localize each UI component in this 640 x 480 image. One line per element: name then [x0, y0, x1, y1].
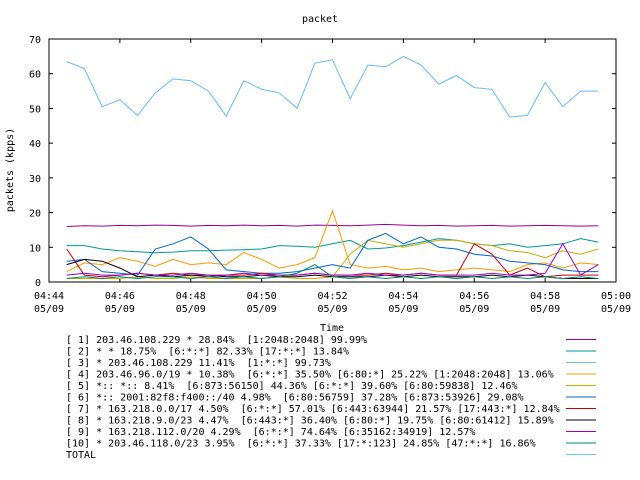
- legend-entry-label: [ 5] *:: *:: 8.41% [6:873:56150] 44.36% …: [66, 381, 518, 392]
- y-tick-label: 70: [29, 35, 41, 46]
- series-line: [66, 209, 599, 273]
- series-line: [66, 232, 599, 276]
- series-line: [66, 55, 599, 118]
- legend-entry-label: TOTAL: [66, 450, 96, 461]
- x-tick-label-date: 05/09: [176, 304, 206, 315]
- x-tick-label-date: 05/09: [317, 304, 347, 315]
- legend-entry-label: [ 3] * 203.46.108.229 11.41% [1:*:*] 99.…: [66, 358, 331, 369]
- x-tick-label-time: 04:52: [317, 291, 347, 302]
- x-tick-label-time: 04:58: [530, 291, 560, 302]
- y-tick-label: 0: [35, 278, 41, 289]
- x-tick-label-date: 05/09: [388, 304, 418, 315]
- x-axis-label: Time: [320, 323, 344, 334]
- x-tick-label-time: 04:44: [34, 291, 64, 302]
- legend-entry-label: [ 2] * * 18.75% [6:*:*] 82.33% [17:*:*] …: [66, 347, 349, 358]
- series-line: [66, 238, 599, 254]
- series-line: [66, 264, 599, 280]
- legend: [ 1] 203.46.108.229 * 28.84% [1:2048:204…: [66, 335, 596, 461]
- x-tick-label-time: 04:46: [105, 291, 135, 302]
- x-tick-label-date: 05/09: [34, 304, 64, 315]
- x-tick-label-time: 04:54: [388, 291, 418, 302]
- legend-entry-label: [10] * 203.46.118.0/23 3.95% [6:*:*] 37.…: [66, 439, 536, 450]
- y-tick-label: 50: [29, 104, 41, 115]
- axes-group: 0 10 20 30 40 50 60 70 04:44 05/09 04:46 05/09 04:48…: [29, 35, 631, 315]
- legend-entry-label: [ 7] * 163.218.0.0/17 4.50% [6:*:*] 57.0…: [66, 404, 560, 415]
- y-tick-label: 60: [29, 70, 41, 81]
- series-line: [66, 243, 599, 278]
- legend-entry-label: [ 6] *:: 2001:82f8:f400::/40 4.98% [6:80…: [66, 393, 524, 404]
- x-tick-label-date: 05/09: [247, 304, 277, 315]
- x-tick-label-date: 05/09: [459, 304, 489, 315]
- series-lines-group: [66, 55, 599, 280]
- legend-entry-label: [ 1] 203.46.108.229 * 28.84% [1:2048:204…: [66, 335, 367, 346]
- legend-entry-label: [ 9] * 163.218.112.0/20 4.29% [6:*:*] 74…: [66, 427, 475, 438]
- x-tick-label-time: 05:00: [601, 291, 631, 302]
- y-axis-label: packets (kpps): [5, 128, 16, 212]
- x-tick-label-time: 04:50: [247, 291, 277, 302]
- legend-entry-label: [ 4] 203.46.96.0/19 * 10.38% [6:*:*] 35.…: [66, 370, 554, 381]
- series-line: [66, 242, 599, 276]
- chart-title: packet: [302, 14, 338, 25]
- y-tick-label: 10: [29, 243, 41, 254]
- y-tick-label: 40: [29, 139, 41, 150]
- y-tick-label: 20: [29, 209, 41, 220]
- plot-frame: [48, 38, 617, 283]
- x-tick-label-date: 05/09: [530, 304, 560, 315]
- x-tick-label-time: 04:48: [176, 291, 206, 302]
- y-tick-label: 30: [29, 174, 41, 185]
- x-tick-label-date: 05/09: [105, 304, 135, 315]
- legend-entry-label: [ 8] * 163.218.9.0/23 4.47% [6:443:*] 36…: [66, 416, 554, 427]
- x-tick-label-date: 05/09: [601, 304, 631, 315]
- x-tick-label-time: 04:56: [459, 291, 489, 302]
- series-line: [66, 223, 599, 227]
